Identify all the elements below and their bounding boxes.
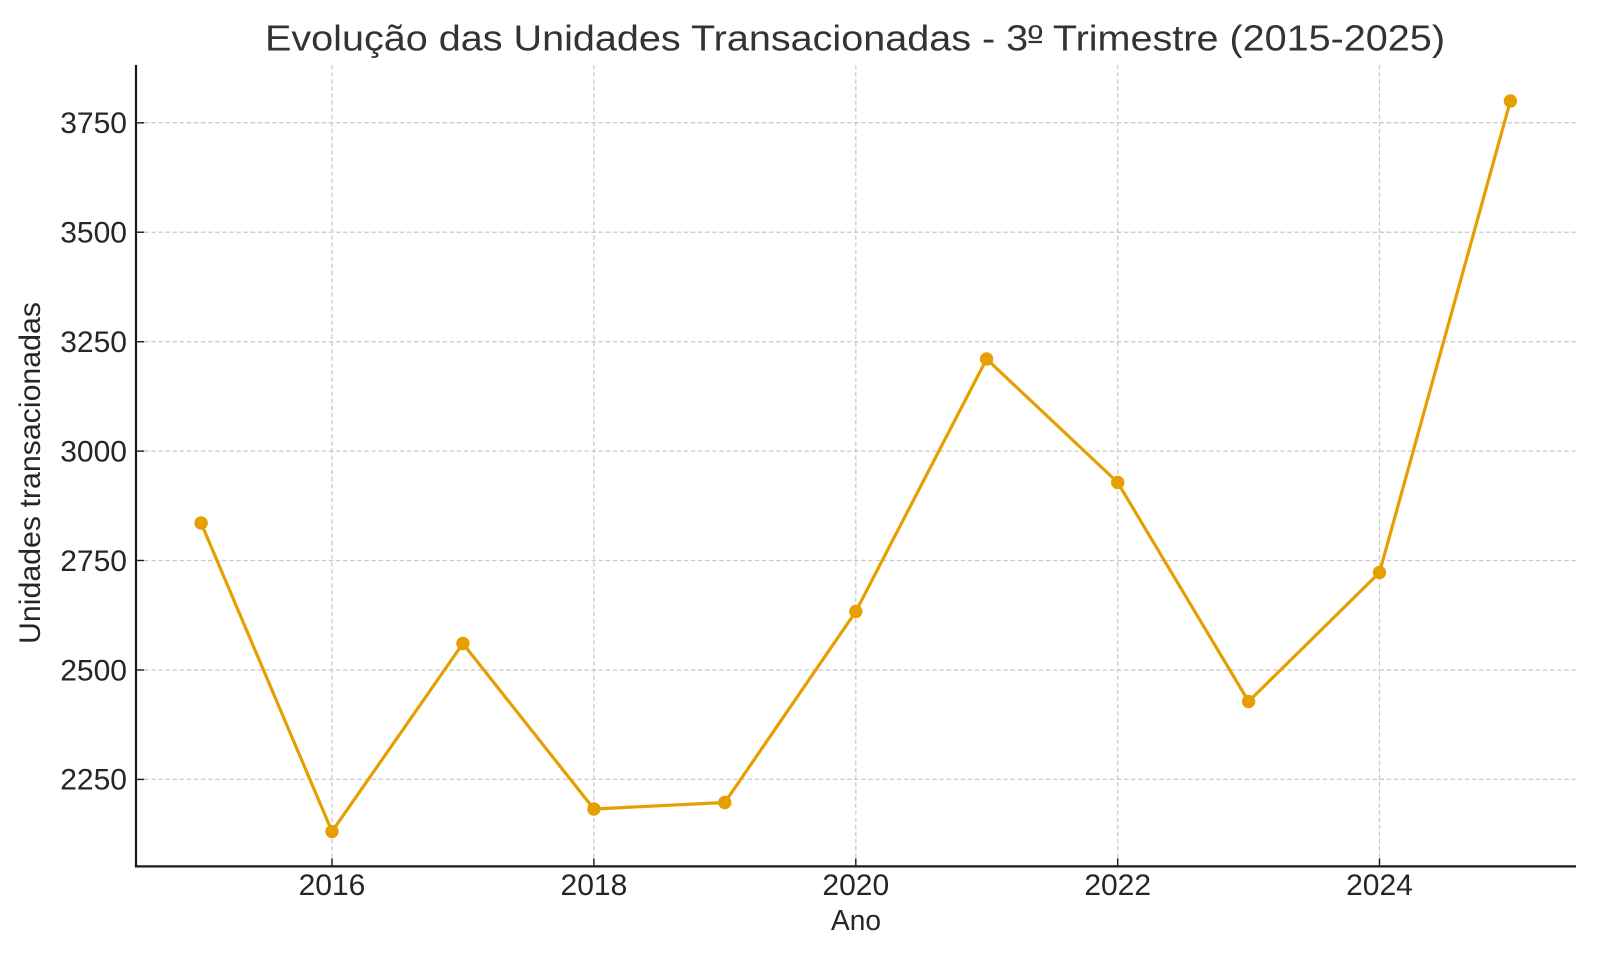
svg-text:2020: 2020: [822, 869, 889, 902]
svg-text:2500: 2500: [60, 654, 127, 687]
svg-text:2750: 2750: [60, 545, 127, 578]
svg-text:2016: 2016: [299, 869, 366, 902]
svg-text:3750: 3750: [60, 107, 127, 140]
svg-text:2024: 2024: [1346, 869, 1413, 902]
svg-text:3000: 3000: [60, 435, 127, 468]
svg-text:3250: 3250: [60, 326, 127, 359]
svg-text:2250: 2250: [60, 764, 127, 797]
svg-text:3500: 3500: [60, 217, 127, 250]
svg-text:Unidades transacionadas: Unidades transacionadas: [14, 302, 47, 644]
svg-text:2022: 2022: [1084, 869, 1151, 902]
svg-text:Ano: Ano: [831, 905, 881, 937]
svg-text:Evolução das Unidades Transaci: Evolução das Unidades Transacionadas - 3…: [265, 18, 1445, 59]
svg-text:2018: 2018: [561, 869, 628, 902]
